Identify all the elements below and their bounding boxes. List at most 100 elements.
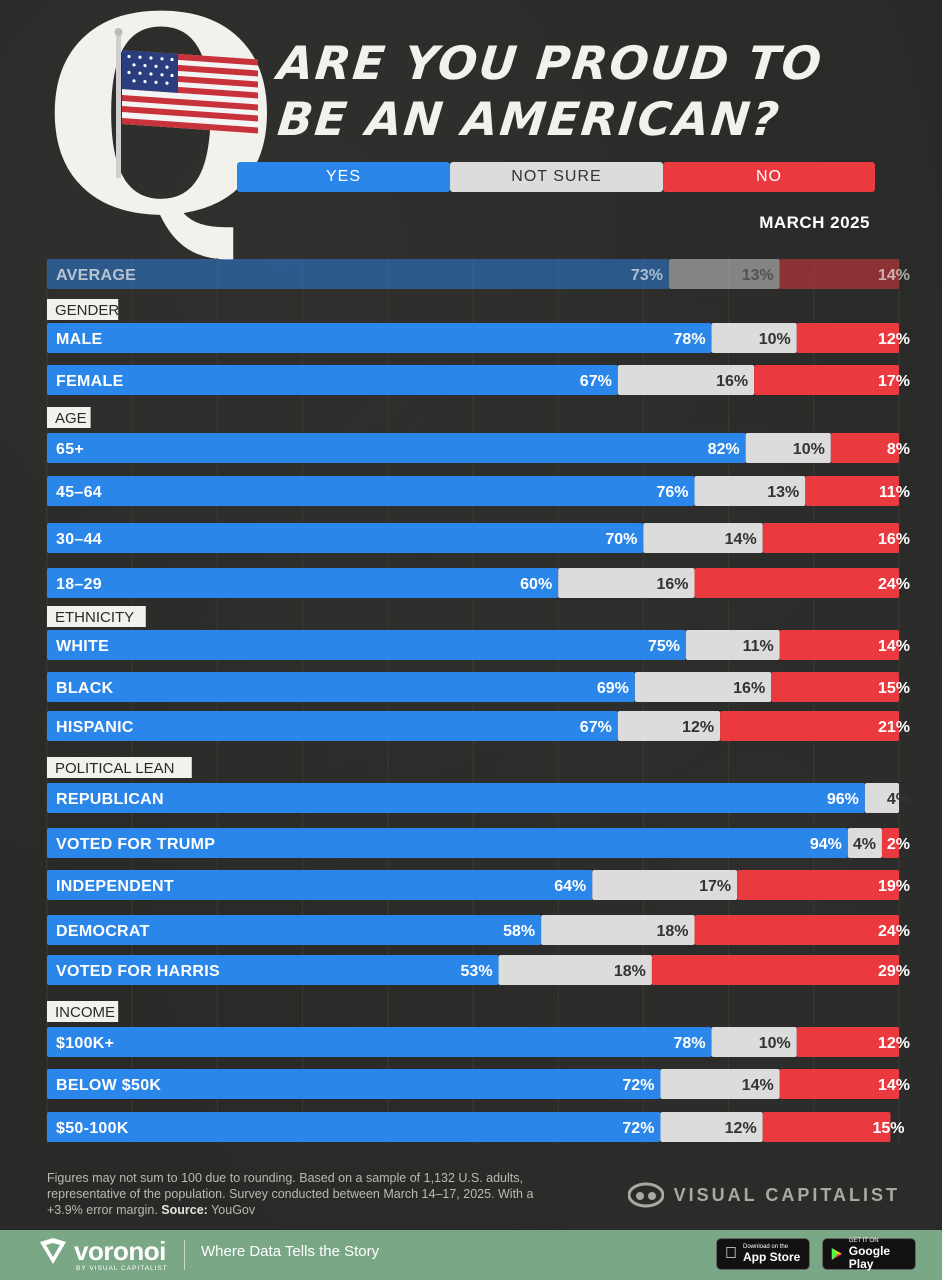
bar-segment-no <box>779 1069 899 1099</box>
footnote-text: Figures may not sum to 100 due to roundi… <box>47 1171 534 1217</box>
source-value: YouGov <box>211 1203 256 1217</box>
bar-segment-yes <box>47 955 499 985</box>
data-label-yes: 64% <box>554 878 586 895</box>
bar-segment-yes <box>47 323 712 353</box>
bar-segment-not-sure <box>541 915 695 945</box>
bar-segment-yes <box>47 711 618 741</box>
bar-segment-not-sure <box>617 711 721 741</box>
data-label-not-sure: 10% <box>793 441 825 458</box>
bar-segment-no <box>754 365 899 395</box>
data-label-yes: 78% <box>674 1035 706 1052</box>
category-label: $100K+ <box>56 1035 114 1052</box>
bar-segment-no <box>762 1112 891 1142</box>
group-header-label: INCOME <box>55 1004 115 1021</box>
data-label-yes: 73% <box>631 267 663 284</box>
data-label-yes: 69% <box>597 680 629 697</box>
legend-yes: YES <box>237 162 450 192</box>
data-label-not-sure: 13% <box>742 267 774 284</box>
bar-segment-yes <box>47 630 686 660</box>
data-label-yes: 53% <box>461 963 493 980</box>
legend-not-sure: NOT SURE <box>450 162 663 192</box>
data-label-not-sure: 12% <box>725 1120 757 1137</box>
bar-segment-yes <box>47 1027 712 1057</box>
category-label: BELOW $50K <box>56 1077 161 1094</box>
legend-no: NO <box>663 162 875 192</box>
group-header-label: GENDER <box>55 302 119 319</box>
data-label-no: 19% <box>878 878 910 895</box>
data-label-no: 15% <box>878 680 910 697</box>
bar-segment-not-sure <box>686 630 780 660</box>
data-label-not-sure: 18% <box>656 923 688 940</box>
category-label: FEMALE <box>56 373 124 390</box>
category-label: 30–44 <box>56 531 102 548</box>
bar-segment-no <box>694 915 899 945</box>
googleplay-big-text: Google Play <box>848 1243 891 1271</box>
visual-capitalist-icon <box>627 1182 664 1208</box>
voronoi-subtitle: BY VISUAL CAPITALIST <box>76 1265 168 1272</box>
google-play-button[interactable]: GET IT ON Google Play <box>822 1238 916 1270</box>
bar-segment-not-sure <box>617 365 755 395</box>
category-label: VOTED FOR TRUMP <box>56 836 215 853</box>
bar-segment-yes <box>47 915 542 945</box>
google-play-icon <box>831 1248 842 1260</box>
category-label: REPUBLICAN <box>56 791 164 808</box>
data-label-not-sure: 4% <box>887 791 910 808</box>
bar-segment-yes <box>47 783 865 813</box>
data-label-yes: 67% <box>580 373 612 390</box>
data-label-yes: 72% <box>622 1077 654 1094</box>
data-label-yes: 94% <box>810 836 842 853</box>
bar-segment-no <box>805 476 899 506</box>
bar-segment-not-sure <box>558 568 695 598</box>
category-label: 18–29 <box>56 576 102 593</box>
category-label: HISPANIC <box>56 719 134 736</box>
voronoi-logo[interactable]: voronoi BY VISUAL CAPITALIST <box>38 1236 167 1272</box>
bar-segment-not-sure <box>711 1027 797 1057</box>
category-label: 65+ <box>56 441 84 458</box>
category-label: DEMOCRAT <box>56 923 150 940</box>
data-label-yes: 78% <box>674 331 706 348</box>
data-label-yes: 76% <box>656 484 688 501</box>
data-label-no: 16% <box>878 531 910 548</box>
app-store-button[interactable]:  Download on the App Store <box>716 1238 810 1270</box>
bar-segment-yes <box>47 672 635 702</box>
data-label-no: 14% <box>878 267 910 284</box>
data-label-no: 11% <box>879 484 910 501</box>
data-label-yes: 82% <box>708 441 740 458</box>
bar-segment-yes <box>47 1112 661 1142</box>
bar-segment-no <box>737 870 899 900</box>
bar-segment-not-sure <box>711 323 797 353</box>
category-label: VOTED FOR HARRIS <box>56 963 220 980</box>
data-label-no: 29% <box>878 963 910 980</box>
bar-segment-no <box>720 711 899 741</box>
data-label-not-sure: 13% <box>767 484 799 501</box>
bar-segment-yes <box>47 476 695 506</box>
data-label-yes: 72% <box>622 1120 654 1137</box>
data-label-not-sure: 17% <box>699 878 731 895</box>
data-label-not-sure: 16% <box>716 373 748 390</box>
bar-segment-not-sure <box>847 828 882 858</box>
bar-segment-not-sure <box>660 1069 780 1099</box>
bar-segment-not-sure <box>634 672 772 702</box>
bar-segment-yes <box>47 828 848 858</box>
bar-segment-yes <box>47 568 559 598</box>
bar-segment-no <box>881 828 899 858</box>
bar-segment-not-sure <box>745 433 831 463</box>
bar-segment-no <box>796 1027 899 1057</box>
data-label-not-sure: 4% <box>853 836 876 853</box>
bar-segment-no <box>779 630 899 660</box>
bar-segment-no <box>771 672 899 702</box>
data-label-not-sure: 16% <box>733 680 765 697</box>
category-label: BLACK <box>56 680 114 697</box>
data-label-no: 12% <box>878 331 910 348</box>
bar-segment-yes <box>47 1069 661 1099</box>
group-header-box <box>47 606 146 627</box>
appstore-big-text: App Store <box>731 1250 800 1264</box>
voronoi-icon <box>40 1238 66 1264</box>
data-label-not-sure: 10% <box>759 1035 791 1052</box>
data-label-not-sure: 12% <box>682 719 714 736</box>
category-label: WHITE <box>56 638 109 655</box>
data-label-not-sure: 14% <box>725 531 757 548</box>
voronoi-name: voronoi <box>74 1236 166 1266</box>
data-label-yes: 70% <box>605 531 637 548</box>
data-label-no: 24% <box>878 923 910 940</box>
